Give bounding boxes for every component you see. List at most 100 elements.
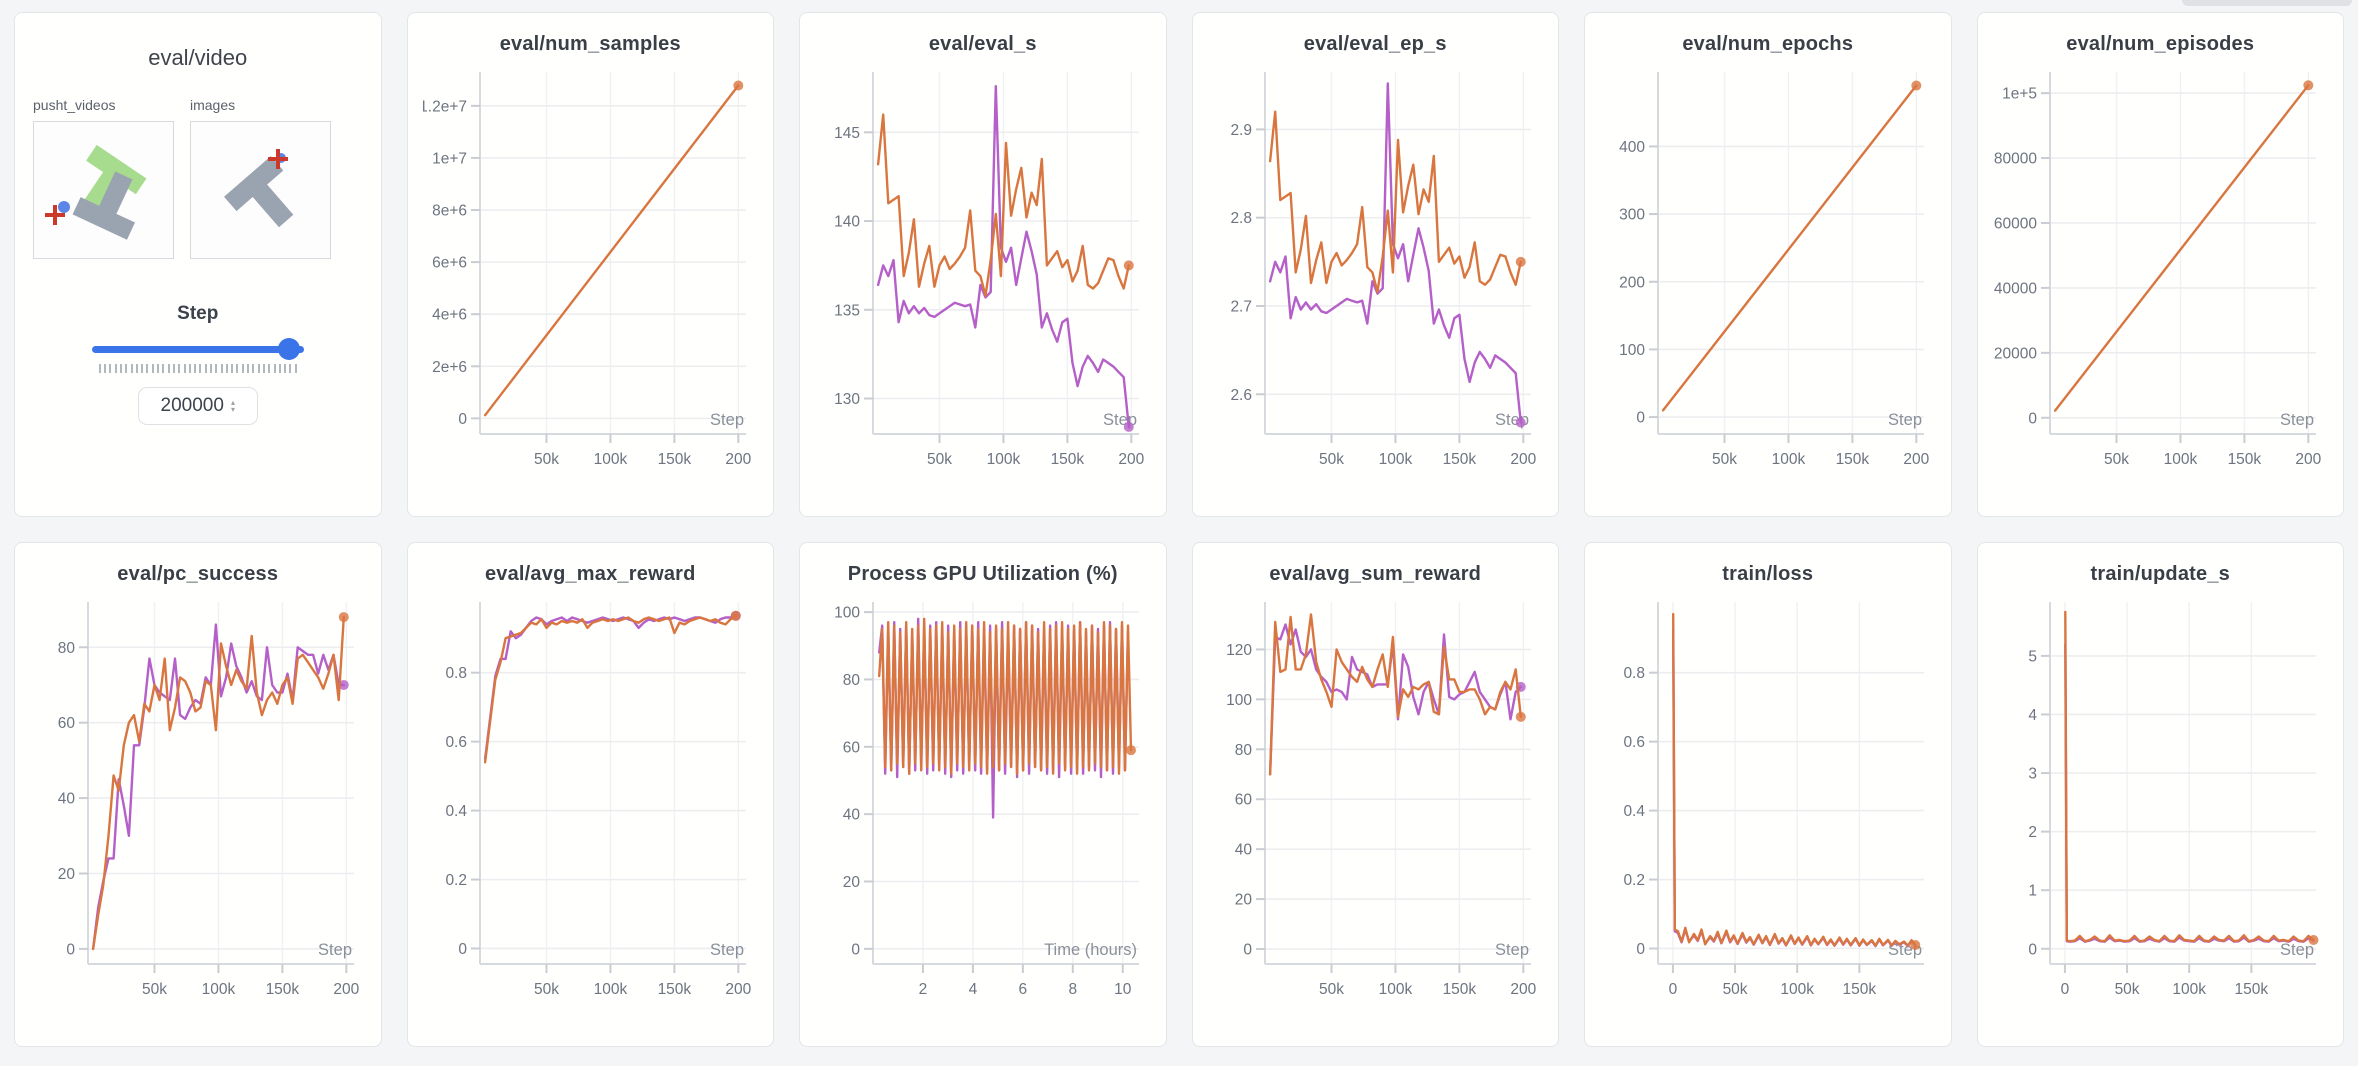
panel-gpu-utilization[interactable]: Process GPU Utilization (%) 0 20 40 60 80 100… [799, 542, 1167, 1047]
svg-text:80000: 80000 [1994, 151, 2037, 168]
chart-title: eval/num_episodes [2066, 33, 2255, 55]
svg-text:Step: Step [1888, 411, 1922, 429]
svg-text:Step: Step [710, 941, 744, 959]
svg-text:200: 200 [1511, 451, 1537, 468]
svg-text:Time (hours): Time (hours) [1044, 941, 1137, 959]
panel-eval-num-epochs[interactable]: eval/num_epochs 0 100 200 300 400 50k 100k 150k… [1584, 12, 1952, 517]
panel-train-loss[interactable]: train/loss 0 0.2 0.4 0.6 0.8 0 50k 100k 150k Step [1584, 542, 1952, 1047]
slider-handle[interactable] [277, 338, 300, 360]
chevron-down-icon: ▾ [230, 405, 235, 414]
svg-text:20000: 20000 [1994, 345, 2037, 362]
panel-eval-video[interactable]: eval/video pusht_videos [14, 12, 382, 517]
step-value-input[interactable]: 200000 ▴ ▾ [137, 387, 258, 425]
svg-text:100k: 100k [1379, 981, 1413, 998]
svg-text:200: 200 [1619, 274, 1645, 291]
svg-text:0: 0 [2029, 941, 2038, 958]
svg-text:Step: Step [318, 941, 352, 959]
svg-text:60: 60 [58, 715, 76, 732]
panel-train-update-s[interactable]: train/update_s 0 1 2 3 4 5 0 50k 100k 150k Step [1976, 542, 2344, 1047]
svg-text:2.7: 2.7 [1231, 298, 1253, 315]
svg-text:0.4: 0.4 [446, 803, 468, 820]
svg-text:8: 8 [1068, 981, 1077, 998]
media-key-label: pusht_videos [33, 97, 116, 113]
pusht-image-icon [224, 149, 294, 228]
svg-text:0.6: 0.6 [1623, 734, 1645, 751]
line-chart[interactable]: 0 1 2 3 4 5 0 50k 100k 150k Step [1993, 588, 2327, 1016]
panel-eval-avg-sum-reward[interactable]: eval/avg_sum_reward 0 20 40 60 80 100 120 50k 10… [1191, 542, 1559, 1047]
svg-text:0.8: 0.8 [446, 665, 468, 682]
chart-title: train/update_s [2090, 563, 2230, 585]
chart-title: train/loss [1722, 563, 1814, 585]
svg-text:130: 130 [834, 391, 860, 408]
panel-eval-pc-success[interactable]: eval/pc_success 0 20 40 60 80 50k 100k 150k 200 S… [14, 542, 382, 1047]
svg-text:0: 0 [1636, 941, 1645, 958]
svg-text:145: 145 [834, 125, 860, 142]
svg-text:Step: Step [1495, 941, 1529, 959]
panel-eval-num-episodes[interactable]: eval/num_episodes 0 20000 40000 60000 80000 1… [1976, 12, 2344, 517]
svg-text:10: 10 [1114, 981, 1132, 998]
panel-title: eval/video [148, 45, 248, 70]
step-slider-label: Step [177, 303, 219, 324]
line-chart[interactable]: 0 20 40 60 80 100 120 50k 100k 150k 200 Step [1208, 588, 1542, 1016]
svg-text:150k: 150k [1443, 981, 1477, 998]
svg-text:80: 80 [843, 672, 861, 689]
panel-eval-num-samples[interactable]: eval/num_samples 0 2e+6 4e+6 6e+6 8e+6 1e+7 1.… [406, 12, 774, 517]
video-thumbnail-pusht[interactable] [33, 121, 174, 259]
svg-text:0: 0 [1636, 410, 1645, 427]
svg-text:0: 0 [1668, 981, 1677, 998]
panel-eval-eval-s[interactable]: eval/eval_s 130 135 140 145 50k 100k 150k 200 St… [799, 12, 1167, 517]
pusht-frame-icon [45, 144, 147, 240]
svg-text:2: 2 [918, 981, 927, 998]
svg-text:2: 2 [2029, 824, 2038, 841]
svg-text:50k: 50k [1319, 451, 1344, 468]
panel-eval-avg-max-reward[interactable]: eval/avg_max_reward 0 0.2 0.4 0.6 0.8 50k 100k… [406, 542, 774, 1047]
svg-text:200: 200 [333, 981, 359, 998]
goal-cross-icon [45, 205, 65, 225]
line-chart[interactable]: 0 20000 40000 60000 80000 1e+5 50k 100k 150k 200 S… [1993, 58, 2327, 486]
image-thumbnail[interactable] [190, 121, 331, 259]
line-chart[interactable]: 0 2e+6 4e+6 6e+6 8e+6 1e+7 1.2e+7 50k 100k 150k 20… [423, 58, 757, 486]
svg-text:150k: 150k [2228, 451, 2262, 468]
slider-track[interactable] [91, 346, 304, 353]
svg-text:0: 0 [459, 411, 468, 428]
svg-text:100k: 100k [594, 451, 628, 468]
panel-eval-eval-ep-s[interactable]: eval/eval_ep_s 2.6 2.7 2.8 2.9 50k 100k 150k 20… [1191, 12, 1559, 517]
svg-text:40: 40 [1235, 842, 1253, 859]
chart-title: eval/pc_success [117, 563, 279, 585]
svg-text:40: 40 [58, 791, 76, 808]
step-value[interactable]: 200000 [160, 395, 224, 416]
svg-text:60000: 60000 [1994, 215, 2037, 232]
line-chart[interactable]: 0 20 40 60 80 100 2 4 6 8 10 Time (hours) [816, 588, 1150, 1016]
svg-text:20: 20 [843, 874, 861, 891]
svg-text:40: 40 [843, 807, 861, 824]
svg-text:5: 5 [2029, 648, 2038, 665]
svg-text:50k: 50k [2115, 981, 2140, 998]
line-chart[interactable]: 0 20 40 60 80 50k 100k 150k 200 Step [31, 588, 365, 1016]
svg-text:100k: 100k [201, 981, 235, 998]
svg-text:300: 300 [1619, 207, 1645, 224]
svg-text:1: 1 [2029, 883, 2038, 900]
svg-text:0: 0 [66, 941, 75, 958]
svg-text:150k: 150k [2235, 981, 2269, 998]
svg-text:0.8: 0.8 [1623, 665, 1645, 682]
goal-cross-icon [268, 149, 288, 169]
chart-title: eval/num_epochs [1682, 33, 1854, 55]
svg-text:0: 0 [2061, 981, 2070, 998]
svg-text:Step: Step [2280, 941, 2314, 959]
line-chart[interactable]: 0 0.2 0.4 0.6 0.8 50k 100k 150k 200 Step [423, 588, 757, 1016]
line-chart[interactable]: 0 100 200 300 400 50k 100k 150k 200 Step [1601, 58, 1935, 486]
svg-text:40000: 40000 [1994, 280, 2037, 297]
svg-text:2.9: 2.9 [1231, 122, 1253, 139]
svg-text:100: 100 [834, 605, 860, 622]
svg-text:0: 0 [459, 941, 468, 958]
step-slider[interactable] [91, 337, 304, 361]
svg-text:6e+6: 6e+6 [432, 255, 467, 272]
stepper-arrows[interactable]: ▴ ▾ [230, 399, 235, 414]
svg-text:50k: 50k [1722, 981, 1747, 998]
agent-dot-icon [58, 201, 70, 213]
svg-text:0.6: 0.6 [446, 734, 468, 751]
